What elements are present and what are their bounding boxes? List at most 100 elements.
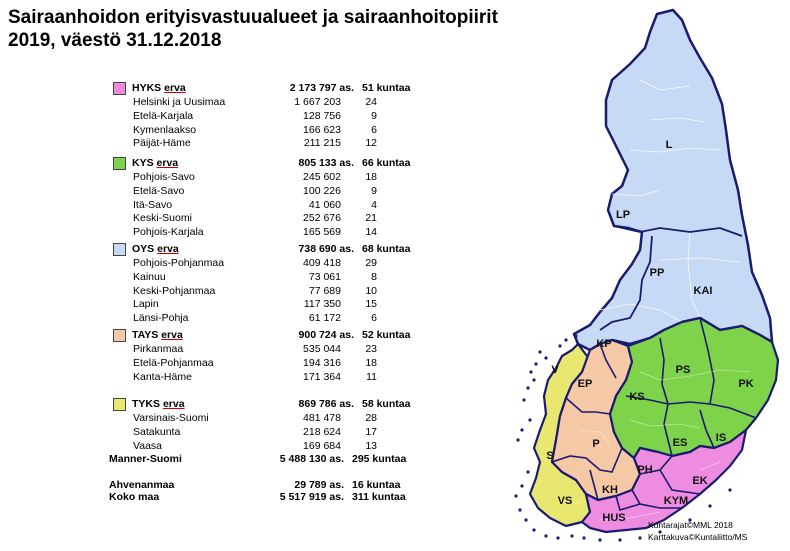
island-dot	[526, 470, 530, 474]
district-municipalities: 29	[365, 257, 377, 269]
district-municipalities: 23	[365, 343, 377, 355]
district-municipalities: 17	[365, 425, 377, 438]
legend-row: Etelä-Savo 100 226 9	[113, 185, 426, 199]
map-label-kh: KH	[602, 484, 618, 496]
legend-row: Kainuu 73 061 8	[113, 271, 426, 285]
district-name: Itä-Savo	[133, 198, 173, 211]
district-population: 211 215	[303, 137, 341, 150]
district-population: 194 316	[303, 356, 341, 369]
group-name: OYS erva	[132, 243, 179, 255]
island-dot	[522, 398, 526, 402]
total-row: Koko maa 5 517 919 as. 311 kuntaa	[109, 490, 416, 504]
district-population: 245 602	[303, 171, 341, 183]
group-population: 738 690 as.	[298, 243, 354, 255]
district-name: Kymenlaakso	[133, 123, 197, 136]
district-name: Helsinki ja Uusimaa	[133, 96, 226, 108]
group-municipalities: 66 kuntaa	[362, 157, 411, 169]
legend-row: Lapin 117 350 15	[113, 298, 426, 312]
map-label-vs: VS	[558, 495, 573, 507]
legend-swatch	[113, 397, 126, 411]
island-dot	[518, 508, 522, 512]
group-municipalities: 58 kuntaa	[362, 398, 411, 410]
group-population: 805 133 as.	[298, 157, 354, 169]
map-label-es: ES	[673, 437, 688, 449]
legend-row: Kymenlaakso 166 623 6	[113, 124, 426, 138]
district-population: 41 060	[308, 198, 341, 211]
district-municipalities: 10	[365, 284, 377, 297]
map-label-lp: LP	[616, 209, 630, 221]
district-municipalities: 15	[365, 298, 377, 311]
total-row: Manner-Suomi 5 488 130 as. 295 kuntaa	[109, 452, 416, 466]
district-population: 117 350	[303, 298, 341, 311]
island-dot	[544, 356, 548, 360]
district-name: Kanta-Häme	[133, 370, 192, 383]
island-dot	[526, 386, 530, 390]
district-population: 73 061	[308, 270, 341, 283]
legend-row: Etelä-Karjala 128 756 9	[113, 110, 426, 124]
island-dot	[520, 428, 524, 432]
map-label-is: IS	[716, 432, 726, 444]
island-dot	[514, 494, 518, 498]
group-population: 900 724 as.	[298, 329, 354, 341]
district-population: 481 478	[303, 412, 341, 424]
island-dot	[534, 362, 538, 366]
total-name: Manner-Suomi	[109, 453, 182, 465]
total-row: Ahvenanmaa 29 789 as. 16 kuntaa	[109, 478, 416, 492]
legend-row: Länsi-Pohja 61 172 6	[113, 312, 426, 326]
map-label-hus: HUS	[602, 512, 625, 524]
district-population: 409 418	[303, 257, 341, 269]
district-name: Satakunta	[133, 425, 181, 438]
map-label-p: P	[592, 438, 599, 450]
map-label-kym: KYM	[664, 495, 688, 507]
district-municipalities: 9	[371, 184, 377, 197]
district-municipalities: 24	[365, 96, 377, 108]
district-population: 535 044	[303, 343, 341, 355]
district-name: Keski-Pohjanmaa	[133, 284, 216, 297]
legend-row: Päijät-Häme 211 215 12	[113, 137, 426, 151]
island-dot	[556, 536, 560, 540]
district-name: Etelä-Pohjanmaa	[133, 356, 214, 369]
island-dot	[688, 518, 692, 522]
district-population: 169 684	[303, 439, 341, 452]
total-municipalities: 295 kuntaa	[352, 453, 407, 465]
island-dot	[538, 350, 542, 354]
district-name: Länsi-Pohja	[133, 312, 189, 325]
legend-group-oys: OYS erva 738 690 as. 68 kuntaa Pohjois-Pohj…	[113, 241, 426, 326]
district-population: 128 756	[303, 109, 341, 122]
district-name: Lapin	[133, 298, 159, 311]
map-label-pk: PK	[738, 378, 753, 390]
total-name: Ahvenanmaa	[109, 479, 175, 491]
legend-swatch	[113, 156, 126, 170]
group-name: HYKS erva	[132, 82, 186, 94]
map-label-ps: PS	[676, 364, 691, 376]
district-municipalities: 9	[371, 109, 377, 122]
island-dot	[558, 344, 562, 348]
map-label-s: S	[546, 450, 553, 462]
district-municipalities: 14	[365, 226, 377, 239]
island-dot	[516, 438, 520, 442]
legend-row: Itä-Savo 41 060 4	[113, 199, 426, 213]
legend-row: Pohjois-Savo 245 602 18	[113, 171, 426, 185]
district-population: 252 676	[303, 212, 341, 225]
island-dot	[524, 518, 528, 522]
legend-row: Pirkanmaa 535 044 23	[113, 343, 426, 357]
island-dot	[574, 334, 578, 338]
district-municipalities: 21	[365, 212, 377, 225]
total-municipalities: 16 kuntaa	[352, 479, 401, 491]
group-name: TYKS erva	[132, 398, 185, 410]
group-population: 2 173 797 as.	[289, 82, 354, 94]
district-municipalities: 6	[371, 312, 377, 325]
legend-row: Satakunta 218 624 17	[113, 426, 426, 440]
group-name: TAYS erva	[132, 329, 183, 341]
island-dot	[618, 538, 622, 542]
legend-row: Keski-Pohjanmaa 77 689 10	[113, 285, 426, 299]
map-label-ks: KS	[629, 391, 644, 403]
map-label-ph: PH	[637, 464, 652, 476]
region-oys	[572, 8, 774, 352]
legend-row: Etelä-Pohjanmaa 194 316 18	[113, 357, 426, 371]
total-name: Koko maa	[109, 491, 160, 503]
district-municipalities: 28	[365, 412, 377, 424]
legend-row: Keski-Suomi 252 676 21	[113, 212, 426, 226]
map-label-l: L	[666, 139, 673, 151]
legend-swatch	[113, 242, 126, 256]
